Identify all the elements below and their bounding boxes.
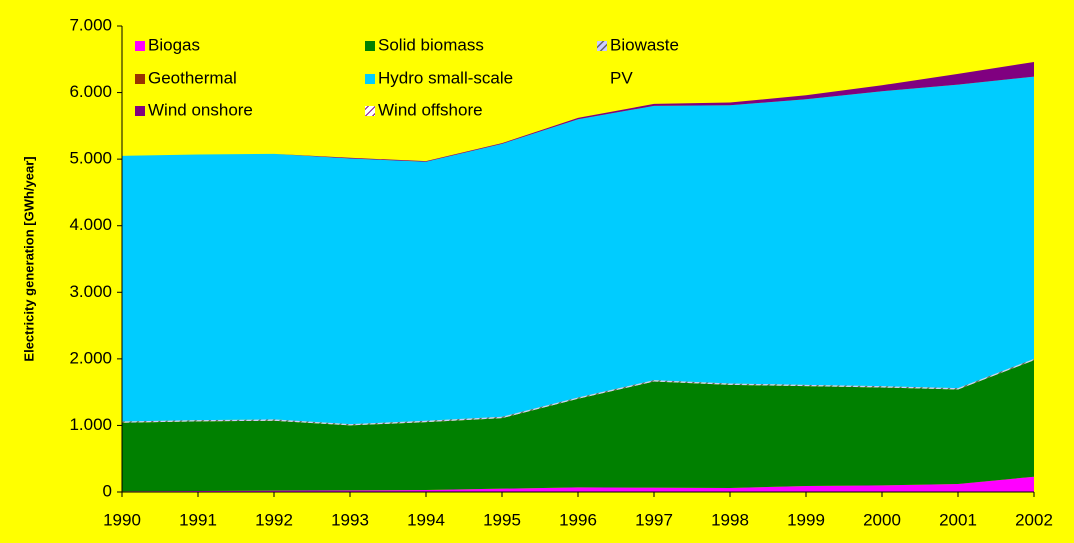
legend-swatch — [135, 74, 145, 84]
legend-label: Wind offshore — [378, 100, 483, 119]
x-tick-label: 1993 — [331, 510, 369, 529]
x-tick-label: 2001 — [939, 510, 977, 529]
y-tick-label: 5.000 — [69, 149, 112, 168]
legend-swatch — [135, 106, 145, 116]
legend-label: PV — [610, 68, 633, 87]
legend-swatch — [597, 41, 607, 51]
x-tick-label: 1992 — [255, 510, 293, 529]
y-tick-label: 1.000 — [69, 415, 112, 434]
legend-label: Hydro small-scale — [378, 68, 513, 87]
y-tick-label: 0 — [103, 481, 112, 500]
x-tick-label: 1997 — [635, 510, 673, 529]
x-tick-label: 1995 — [483, 510, 521, 529]
legend-label: Biowaste — [610, 35, 679, 54]
y-tick-label: 6.000 — [69, 82, 112, 101]
y-tick-label: 4.000 — [69, 215, 112, 234]
legend-swatch — [365, 74, 375, 84]
x-tick-label: 1994 — [407, 510, 445, 529]
area — [122, 76, 1034, 425]
legend-label: Wind onshore — [148, 100, 253, 119]
y-tick-label: 2.000 — [69, 348, 112, 367]
legend-swatch — [365, 41, 375, 51]
legend-swatch — [365, 106, 375, 116]
y-tick-label: 7.000 — [69, 15, 112, 34]
legend-label: Biogas — [148, 35, 200, 54]
legend-label: Solid biomass — [378, 35, 484, 54]
x-tick-label: 1999 — [787, 510, 825, 529]
x-tick-label: 1998 — [711, 510, 749, 529]
x-tick-label: 1996 — [559, 510, 597, 529]
x-tick-label: 2000 — [863, 510, 901, 529]
x-tick-label: 1991 — [179, 510, 217, 529]
legend-label: Geothermal — [148, 68, 237, 87]
y-tick-label: 3.000 — [69, 282, 112, 301]
area — [122, 476, 1034, 492]
x-tick-label: 2002 — [1015, 510, 1053, 529]
area — [122, 360, 1034, 492]
y-axis-title: Electricity generation [GWh/year] — [21, 156, 36, 361]
x-tick-label: 1990 — [103, 510, 141, 529]
legend-swatch — [135, 41, 145, 51]
